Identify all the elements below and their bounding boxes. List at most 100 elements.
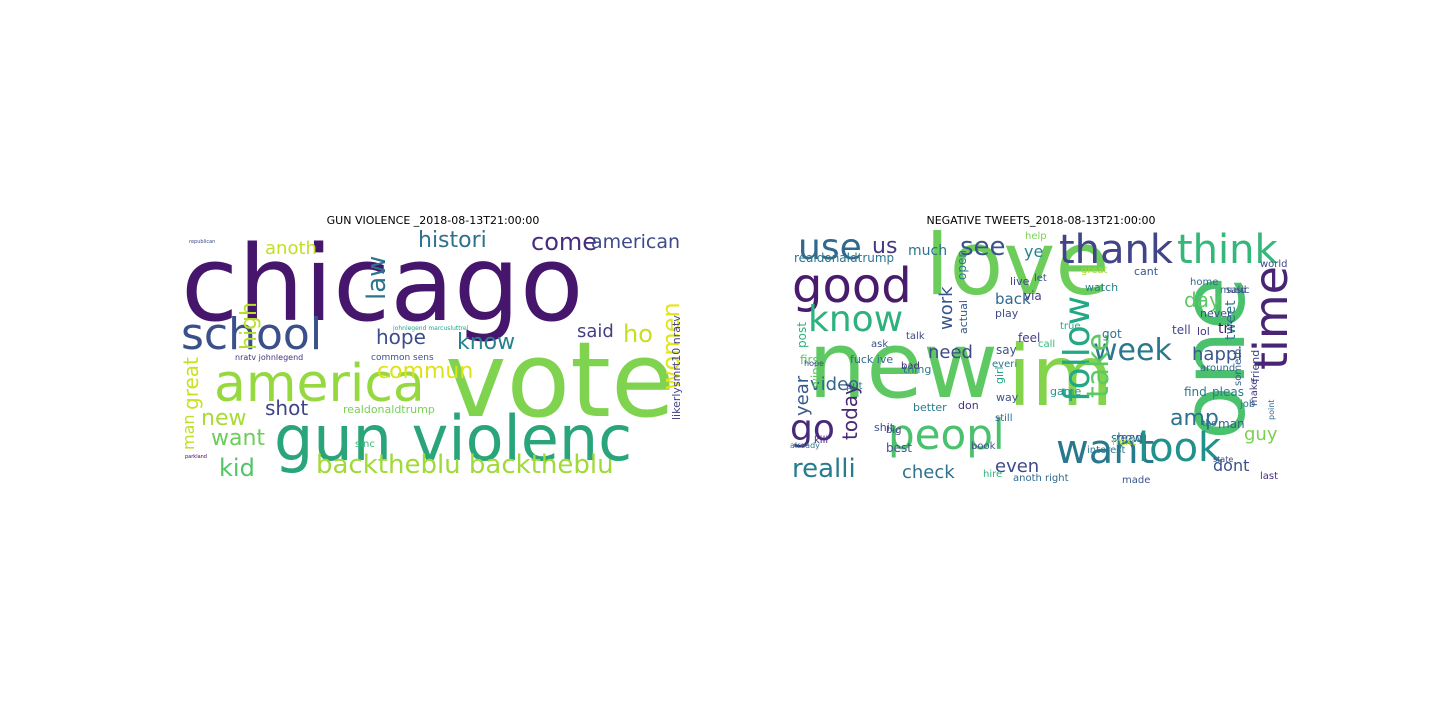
cloud-word-need: need [928,342,973,363]
cloud-word-world: world [1260,259,1288,270]
cloud-word-parkland: parkland [185,454,207,460]
cloud-word-realli: realli [792,454,856,484]
cloud-word-commun: commun [377,359,474,384]
cloud-word-look: look [1138,425,1222,471]
cloud-word-likerlysmrt10-nratv: likerlysmrt10 nratv [670,315,683,420]
cloud-word-amp: amp [1170,406,1219,431]
cloud-word-put: put [846,381,863,392]
cloud-word-still: still [995,413,1013,424]
cloud-word-anoth-right: anoth right [1013,473,1069,484]
cloud-word-read: read [1116,431,1144,445]
cloud-word-don: don [958,399,979,412]
cloud-word-talk: talk [906,331,925,342]
cloud-word-lol: lol [1197,325,1210,338]
panel-title-gun-violence: GUN VIOLENCE _2018-08-13T21:00:00 [326,214,540,227]
cloud-word-great: great [1081,265,1108,276]
cloud-word-work: work [936,286,957,330]
cloud-word-next: next [1112,435,1137,448]
cloud-word-common-sens: common sens [371,353,434,363]
cloud-word-thank: thank [1059,230,1174,273]
cloud-word-love: love [925,230,1110,315]
cloud-word-open: open [955,250,969,280]
panel-title-negative-tweets: NEGATIVE TWEETS_2018-08-13T21:00:00 [926,214,1156,227]
cloud-word-shit: shit [874,421,895,434]
cloud-word-thing: thing [903,363,932,376]
cloud-word-win: win [809,367,823,388]
word-cloud-negative-tweets: love new im one good thank think use us see know pe… [788,230,1295,488]
cloud-word-ask: ask [871,339,889,350]
cloud-word-never: never [1200,307,1232,320]
cloud-word-book: book [971,441,996,452]
cloud-word-watch: watch [1085,281,1119,294]
cloud-word-cant: cant [1134,265,1159,278]
cloud-word-everi: everi [992,359,1018,370]
cloud-word-day: day [1184,288,1221,312]
cloud-word-game: game [1050,385,1082,398]
cloud-word-kid: kid [219,454,255,482]
cloud-word-shot: shot [265,396,309,420]
cloud-word-big: big [886,425,902,436]
cloud-word-state: state [1213,455,1234,464]
cloud-word-tri: tri [1218,321,1234,337]
cloud-word-week: week [1093,333,1172,368]
cloud-word-hire: hire [983,469,1003,480]
cloud-word-first: first [800,353,824,367]
cloud-word-man: man [1218,417,1245,431]
cloud-word-johnlegend-marcusluttrel: johnlegend marcusluttrel [393,325,469,332]
cloud-word-dont: dont [1213,456,1250,475]
cloud-word-think: think [1177,230,1278,273]
cloud-word-interest: interest [1087,445,1126,456]
cloud-word-live: live [1010,275,1030,288]
cloud-word-feel: feel [1018,331,1041,345]
cloud-word-want: want [1056,427,1155,473]
cloud-word-call: call [1038,339,1056,350]
cloud-word-backtheblu-backtheblu: backtheblu backtheblu [316,450,614,480]
cloud-word-best: best [886,441,912,455]
cloud-word-go: go [790,408,835,449]
cloud-word-better: better [913,401,947,414]
cloud-word-music: music [1220,285,1250,296]
cloud-word-histori: histori [418,230,487,253]
word-cloud-gun-violence: chicago vote gun violenc america school backt… [181,230,687,488]
cloud-word-chicago: chicago [181,230,584,345]
cloud-word-ye: ye [1024,242,1044,261]
cloud-word-actual: actual [957,300,970,334]
cloud-word-already: already [790,441,820,450]
cloud-word-happi: happi [1192,344,1243,365]
cloud-word-job: job [1240,399,1256,410]
cloud-word-anoth: anoth [265,238,317,259]
cloud-word-come: come [531,230,598,256]
cloud-word-america: america [214,354,425,414]
cloud-word-nratv-johnlegend: nratv johnlegend [235,353,304,362]
cloud-word-said: said [1226,285,1247,296]
cloud-word-bad: bad [901,361,920,372]
cloud-word-us: us [872,234,898,259]
cloud-word-made: made [1122,475,1151,486]
cloud-word-around: around [1200,363,1236,374]
cloud-word-use: use [798,230,862,268]
cloud-word-republican: republican [189,239,216,245]
cloud-word-great: great [181,357,203,410]
cloud-word-new: new [808,312,999,419]
cloud-word-american: american [591,231,681,253]
cloud-word-let: let [1034,273,1047,284]
cloud-word-home: home [1190,277,1219,288]
cloud-word-gun-violenc: gun violenc [274,402,633,475]
cloud-word-tho: tho [1202,419,1217,429]
cloud-word-want: want [211,426,266,451]
cloud-word-video: video [810,374,860,395]
cloud-word-back: back [995,290,1031,308]
cloud-word-hope: hope [376,325,426,349]
cloud-word-new: new [201,406,247,431]
cloud-word-girl: girl [993,366,1006,384]
cloud-word-kill: kill [814,435,829,446]
cloud-word-show: show [1111,431,1143,445]
cloud-word-true: true [1060,321,1081,332]
cloud-word-sinc: sinc [355,439,375,450]
cloud-word-much: much [908,243,948,259]
cloud-word-play: play [995,307,1019,320]
cloud-word-check: check [902,462,955,483]
cloud-word-last: last [1260,471,1279,482]
cloud-word-ho: ho [623,320,653,348]
cloud-word-via: via [1024,289,1042,303]
